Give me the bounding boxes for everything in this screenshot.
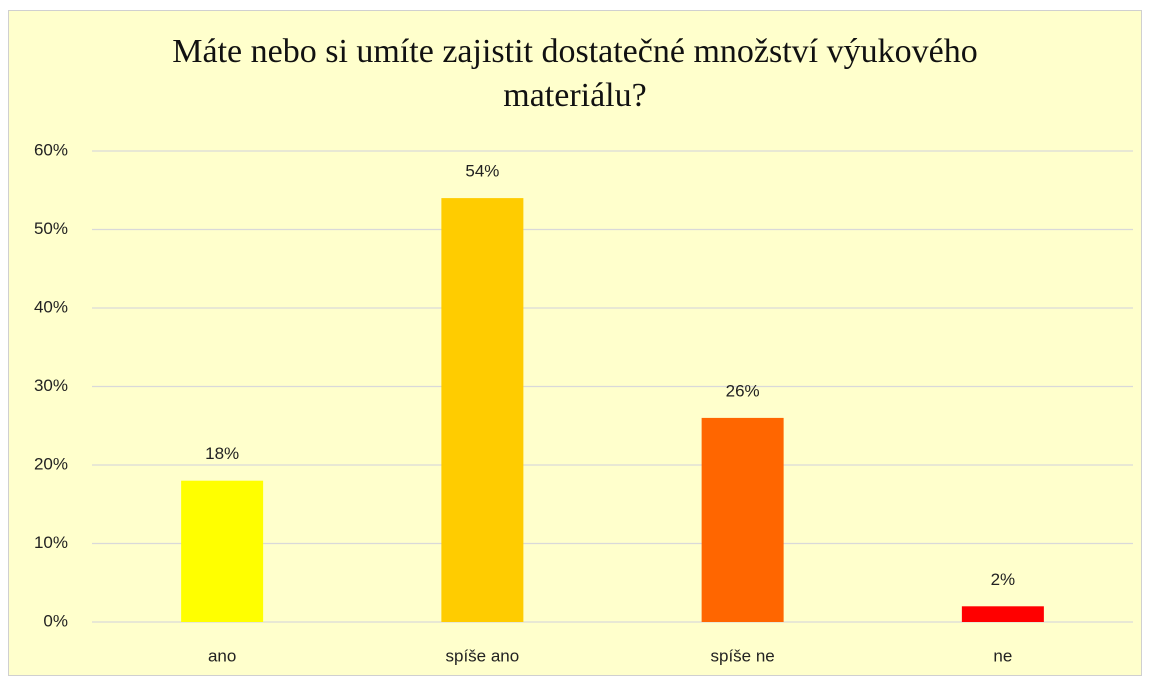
value-label: 26% — [726, 381, 760, 400]
bar — [961, 606, 1044, 622]
x-tick-label: ne — [993, 646, 1012, 665]
y-tick-label: 40% — [34, 297, 68, 316]
y-tick-label: 10% — [34, 533, 68, 552]
y-tick-label: 30% — [34, 376, 68, 395]
x-tick-label: ano — [208, 646, 236, 665]
y-tick-label: 60% — [34, 140, 68, 159]
y-tick-label: 20% — [34, 454, 68, 473]
chart-title: Máte nebo si umíte zajistit dostatečné m… — [172, 33, 978, 114]
bar — [701, 417, 784, 622]
bar — [181, 480, 264, 622]
y-tick-label: 0% — [43, 611, 68, 630]
value-label: 2% — [991, 570, 1016, 589]
value-label: 54% — [465, 162, 499, 181]
value-label: 18% — [205, 444, 239, 463]
x-tick-label: spíše ano — [446, 646, 520, 665]
bar — [441, 198, 524, 622]
y-tick-label: 50% — [34, 219, 68, 238]
x-tick-label: spíše ne — [710, 646, 774, 665]
